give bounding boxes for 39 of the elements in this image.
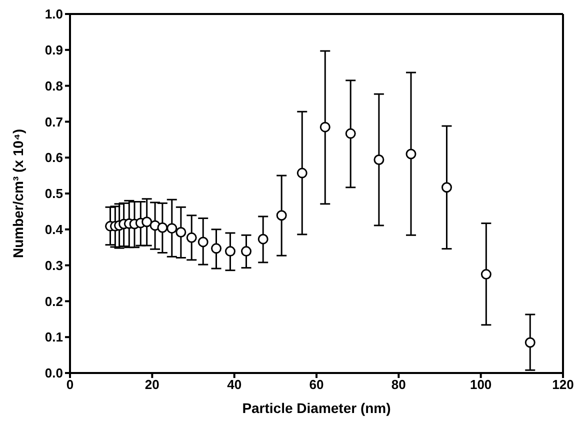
point [374,154,384,166]
x-tick-label: 100 [470,377,492,392]
point [142,216,152,228]
x-tick-label: 120 [552,377,574,392]
y-tick-label: 0.1 [44,330,63,345]
point [240,246,252,257]
y-tick-label: 0.6 [44,150,63,166]
y-tick-label: 0.9 [44,42,63,58]
point [198,236,208,248]
y-tick-label: 0.7 [44,114,63,130]
point [186,232,197,243]
point [345,128,356,139]
point [296,168,308,178]
y-tick-label: 0.8 [44,78,63,94]
y-tick-label: 0.3 [44,258,63,273]
y-tick-label: 0.2 [44,294,63,309]
point [224,246,236,257]
point [157,222,168,233]
y-tick-label: 0.5 [44,186,63,202]
point [320,122,330,132]
point [166,223,178,234]
y-tick-label: 1.0 [44,6,63,22]
point [176,227,186,238]
x-tick-label: 40 [227,377,242,392]
x-tick-label: 80 [391,377,406,392]
y-axis-title: Number/cm³ (x 10⁴) [10,128,26,258]
x-tick-label: 20 [144,377,160,392]
y-tick-label: 0.4 [44,222,64,238]
x-tick-label: 0 [66,377,74,392]
point [524,337,536,348]
point [258,234,268,244]
point [276,210,287,221]
y-tick-label: 0.0 [44,366,63,381]
point [441,182,452,193]
point [211,243,222,254]
point [406,148,416,160]
x-axis-title: Particle Diameter (nm) [242,400,391,416]
x-tick-label: 60 [309,377,324,392]
point [480,269,492,280]
